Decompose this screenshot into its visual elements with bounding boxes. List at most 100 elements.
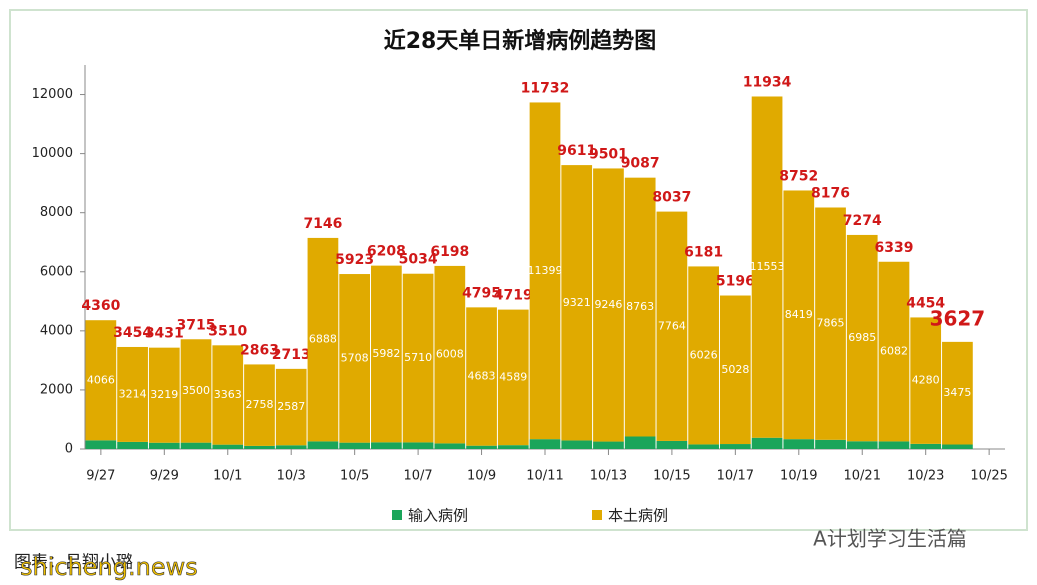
value-label: 4589 [499,370,527,383]
x-tick-label: 10/21 [844,469,881,484]
legend-label: 输入病例 [408,507,468,525]
total-label: 4360 [81,298,120,314]
y-tick-label: 10000 [32,146,73,161]
bar-segment [466,445,497,449]
chart-title: 近28天单日新增病例趋势图 [384,28,657,54]
total-label: 9611 [557,143,596,159]
bar-segment [783,439,815,449]
bar-segment [275,445,307,449]
legend-swatch [592,510,602,520]
source: 图表：吕翔小璐 [14,553,133,573]
value-label: 4066 [87,373,115,386]
x-tick-label: 10/1 [213,469,242,484]
bar-segment [244,445,275,449]
bar-segment [434,443,466,449]
bar-segment [719,444,751,449]
value-label: 6888 [309,333,337,346]
bar-segment [402,442,434,449]
bar-segment [148,347,180,443]
bar-segment [815,439,846,449]
value-label: 3475 [943,386,971,399]
bar-segment [593,441,624,449]
x-tick-label: 9/29 [150,469,179,484]
y-tick-label: 0 [65,442,73,457]
total-label: 4795 [462,285,501,301]
bar-segment [942,444,973,449]
total-label: 5034 [399,252,438,268]
x-tick-label: 10/7 [404,469,433,484]
bar-segment [688,444,719,449]
bar-segment [561,165,593,441]
value-label: 5708 [341,351,369,364]
legend-label: 本土病例 [608,507,668,525]
total-label: 2713 [272,347,311,363]
value-label: 8419 [785,308,813,321]
x-tick-label: 10/19 [780,469,817,484]
bar-segment [466,307,497,446]
value-label: 3214 [119,387,147,400]
x-tick-label: 10/3 [277,469,306,484]
bar-segment [593,168,624,442]
total-label: 3431 [145,326,184,342]
watermark: A计划学习生活篇 [813,527,967,551]
value-label: 6985 [848,331,876,344]
total-label: 3510 [208,323,247,339]
value-label: 9321 [563,296,591,309]
total-label: 7274 [843,213,882,229]
value-label: 8763 [626,300,654,313]
legend-swatch [392,510,402,520]
bar-segment [624,177,656,437]
x-tick-label: 10/11 [526,469,563,484]
value-label: 4280 [912,374,940,387]
bar-segment [529,439,561,449]
bar-segment [878,441,910,449]
total-label: 2863 [240,342,279,358]
value-label: 4683 [468,370,496,383]
total-label: 4719 [494,288,533,304]
bar-segment [529,102,561,440]
y-tick-label: 4000 [40,323,73,338]
bar-segment [275,368,307,446]
watermark: shicheng.news [20,553,198,581]
total-label: 8752 [779,168,818,184]
bar-segment [846,234,878,442]
bar-segment [719,295,751,445]
bar-segment [624,436,656,449]
bar-segment [371,265,402,443]
bar-segment [117,346,148,442]
bar-segment [497,309,529,446]
value-label: 11553 [750,260,785,273]
bar-segment [244,364,275,446]
total-label: 6198 [430,244,469,260]
x-tick-label: 10/17 [717,469,754,484]
value-label: 3219 [150,388,178,401]
bar-segment [910,443,942,449]
value-label: 3363 [214,388,242,401]
value-label: 7764 [658,319,686,332]
bar-segment [561,440,593,449]
bar-segment [212,444,244,449]
bar-segment [783,190,815,440]
bar-segment [371,442,402,449]
total-label: 6181 [684,244,723,260]
total-label: 8037 [652,190,691,206]
bar-segment [688,266,719,445]
value-label: 11399 [528,264,563,277]
total-label: 9087 [621,156,660,172]
bar-segment [815,207,846,440]
value-label: 5982 [372,347,400,360]
x-tick-label: 9/27 [86,469,115,484]
x-tick-label: 10/9 [467,469,496,484]
y-tick-label: 8000 [40,205,73,220]
value-label: 6026 [690,348,718,361]
value-label: 5710 [404,351,432,364]
x-tick-label: 10/5 [340,469,369,484]
bar-segment [148,442,180,449]
y-tick-label: 2000 [40,382,73,397]
total-label: 7146 [303,216,342,232]
bar-segment [656,440,688,449]
value-label: 2587 [277,400,305,413]
bar-segment [846,441,878,449]
